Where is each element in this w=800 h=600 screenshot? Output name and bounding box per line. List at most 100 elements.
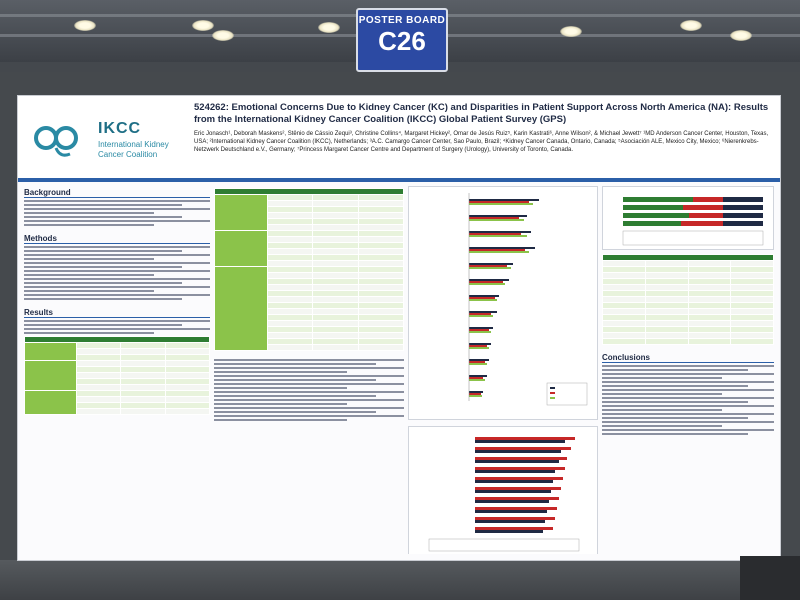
text-line: [24, 320, 210, 322]
table-group-cell: [24, 390, 77, 415]
text-line: [602, 389, 774, 391]
text-line: [214, 379, 376, 381]
text-line: [24, 282, 183, 284]
text-line: [24, 220, 210, 222]
text-line: [214, 387, 347, 389]
figure-1-bars: [468, 193, 588, 406]
ceiling-light: [730, 30, 752, 41]
text-line: [214, 407, 404, 409]
text-line: [602, 425, 723, 427]
figure-3-bars: [622, 197, 764, 246]
participant-table-1-continued: [214, 188, 404, 351]
text-line: [214, 383, 404, 385]
methods-heading: Methods: [24, 234, 210, 244]
text-line: [24, 278, 210, 280]
text-line: [214, 419, 347, 421]
text-line: [602, 385, 749, 387]
text-line: [214, 403, 347, 405]
text-line: [214, 359, 404, 361]
poster-board-sign: POSTER BOARD C26: [356, 8, 448, 72]
text-line: [602, 413, 774, 415]
text-line: [602, 405, 774, 407]
column-right: Conclusions: [602, 186, 774, 554]
results-heading: Results: [24, 308, 210, 318]
text-line: [602, 373, 774, 375]
text-line: [24, 224, 155, 226]
poster-header: IKCC International Kidney Cancer Coaliti…: [18, 96, 780, 178]
text-line: [24, 332, 155, 334]
ceiling-light: [212, 30, 234, 41]
text-line: [602, 409, 723, 411]
floor-stand: [740, 556, 800, 600]
ceiling-light: [74, 20, 96, 31]
text-line: [24, 270, 210, 272]
text-line: [24, 200, 210, 202]
ceiling-light: [318, 22, 340, 33]
text-line: [24, 294, 210, 296]
conclusions-heading: Conclusions: [602, 353, 774, 363]
text-line: [602, 397, 774, 399]
text-line: [24, 298, 183, 300]
table-group-cell: [214, 266, 268, 351]
poster-board-label: POSTER BOARD: [358, 15, 446, 26]
text-line: [602, 401, 749, 403]
text-line: [24, 258, 155, 260]
text-line: [214, 391, 404, 393]
text-line: [214, 363, 376, 365]
text-line: [214, 415, 404, 417]
text-line: [24, 250, 183, 252]
participant-table-1: [24, 336, 210, 415]
table-group-cell: [214, 230, 268, 267]
column-center-right: [408, 186, 598, 554]
text-line: [24, 266, 183, 268]
text-line: [602, 377, 723, 379]
column-left: Background Methods Results: [24, 186, 210, 554]
column-center-left: [214, 186, 404, 554]
text-line: [24, 254, 210, 256]
figure-1-chart: [408, 186, 598, 420]
table-group-cell: [24, 360, 77, 391]
text-line: [214, 367, 404, 369]
poster-title: 524262: Emotional Concerns Due to Kidney…: [194, 102, 769, 125]
text-line: [24, 328, 210, 330]
table-group-cell: [214, 194, 268, 231]
text-line: [602, 393, 723, 395]
poster-board-code: C26: [378, 26, 426, 56]
table-2-resources: [602, 254, 774, 345]
ceiling-light: [680, 20, 702, 31]
ceiling-light: [560, 26, 582, 37]
header-rule: [18, 178, 780, 182]
text-line: [24, 212, 155, 214]
text-line: [602, 417, 749, 419]
text-line: [24, 208, 210, 210]
ceiling-light: [192, 20, 214, 31]
logo-subtitle: International Kidney Cancer Coalition: [98, 140, 169, 159]
text-line: [214, 399, 404, 401]
text-line: [602, 365, 774, 367]
text-line: [24, 290, 155, 292]
logo-title: IKCC: [98, 120, 142, 137]
text-line: [24, 216, 183, 218]
floor: [0, 560, 800, 600]
text-line: [24, 262, 210, 264]
text-line: [602, 433, 749, 435]
figure-2-bars: [428, 437, 580, 552]
text-line: [24, 246, 210, 248]
text-line: [24, 274, 155, 276]
text-line: [24, 204, 183, 206]
text-line: [214, 395, 376, 397]
text-line: [214, 411, 376, 413]
text-line: [214, 371, 347, 373]
text-line: [602, 369, 749, 371]
figure-3-chart: [602, 186, 774, 250]
background-heading: Background: [24, 188, 210, 198]
text-line: [24, 286, 210, 288]
figure-2-chart: [408, 426, 598, 554]
ikcc-logo-icon: [34, 126, 78, 157]
poster-authors: Eric Jonasch¹, Deborah Maskens², Stênio …: [194, 131, 769, 153]
text-line: [214, 375, 404, 377]
text-line: [602, 381, 774, 383]
table-group-cell: [24, 342, 77, 361]
poster: IKCC International Kidney Cancer Coaliti…: [18, 96, 780, 560]
text-line: [602, 429, 774, 431]
